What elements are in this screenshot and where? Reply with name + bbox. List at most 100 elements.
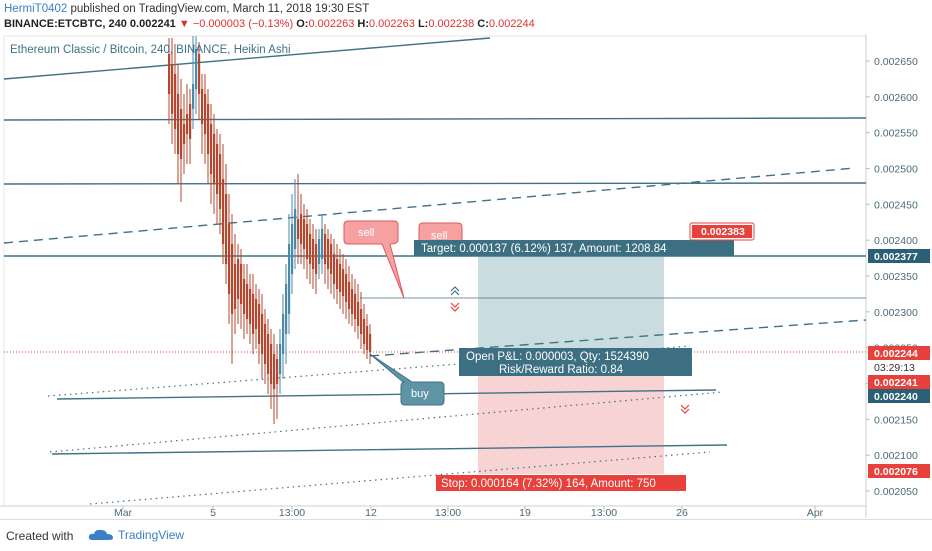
candle-body <box>318 239 321 264</box>
candle-body <box>198 54 201 94</box>
candle-body <box>171 64 174 114</box>
candle-body <box>321 229 324 259</box>
candle-body <box>342 269 345 296</box>
candle-body <box>183 124 186 144</box>
candle-body <box>363 319 366 344</box>
support-line-1[interactable] <box>56 389 717 400</box>
dotted-line-3[interactable] <box>89 451 711 505</box>
dashed-line-upper[interactable] <box>3 167 856 244</box>
symbol-label[interactable]: BINANCE:ETCBTC, 240 <box>4 18 127 30</box>
candle-body <box>309 234 312 264</box>
horizontal-level-2[interactable] <box>3 182 867 185</box>
sell-callout-2-label: sell <box>431 230 448 242</box>
target-label: Target: 0.000137 (6.12%) 137, Amount: 12… <box>421 243 667 255</box>
change-value: −0.000003 (−0.13%) <box>192 18 294 30</box>
price-axis[interactable]: 0.002650 0.002600 0.002550 0.002500 0.002450… <box>866 56 918 498</box>
horizontal-level-1[interactable] <box>3 117 867 121</box>
candle-body <box>285 284 288 334</box>
author-link[interactable]: HermiT0402 <box>4 3 68 15</box>
candles <box>168 36 372 424</box>
candle-body <box>174 74 177 129</box>
time-axis[interactable]: Mar 5 13:00 12 13:00 19 13:00 26 Apr <box>114 506 824 519</box>
chart-area[interactable]: sell sell buy Target: 0.000137 (6.12%) 1… <box>0 34 932 519</box>
dashed-channel <box>3 167 867 357</box>
buy-callout-label: buy <box>411 388 429 400</box>
candle-body <box>348 282 351 309</box>
price-axis-label-box <box>868 346 930 360</box>
candle-body <box>327 239 330 269</box>
candle-body <box>270 344 273 384</box>
candle-body <box>180 109 183 159</box>
candle-body <box>294 209 297 249</box>
candle-body <box>306 224 309 259</box>
chart-header: HermiT0402 published on TradingView.com,… <box>0 0 932 34</box>
candle-body <box>291 224 294 274</box>
chart-svg[interactable]: sell sell buy Target: 0.000137 (6.12%) 1… <box>0 34 932 519</box>
candle-body <box>282 314 285 354</box>
high-value: 0.002263 <box>369 18 415 30</box>
candle-body <box>252 294 255 334</box>
stop-label: Stop: 0.000164 (7.32%) 164, Amount: 750 <box>441 478 656 490</box>
buy-callout[interactable]: buy <box>369 353 445 406</box>
pnl-box <box>459 348 692 376</box>
time-tick-label: 5 <box>210 507 216 518</box>
target-price-label: 0.002383 <box>701 226 745 238</box>
time-tick-label: 19 <box>519 507 531 518</box>
price-axis-label-box <box>868 375 930 389</box>
candle-body <box>300 214 303 244</box>
candle-body <box>222 179 225 244</box>
price-axis-label: 0.002241 <box>874 377 918 389</box>
trendline-top[interactable] <box>3 37 491 80</box>
price-axis-label-box <box>868 389 930 403</box>
candle-body <box>186 114 189 134</box>
price-tick-label: 0.002100 <box>874 450 918 462</box>
footer: Created with TradingView <box>0 519 932 551</box>
time-tick-label: Mar <box>114 507 133 518</box>
close-value: 0.002244 <box>488 18 535 30</box>
time-tick-label: 12 <box>365 507 377 518</box>
support-line-2[interactable] <box>51 444 728 455</box>
time-tick-label: 13:00 <box>435 507 461 518</box>
time-tick-label: 13:00 <box>279 507 305 518</box>
dotted-line-2[interactable] <box>49 391 723 453</box>
price-tick-label: 0.002400 <box>874 235 918 247</box>
candle-body <box>219 154 222 209</box>
candle-body <box>333 254 336 284</box>
price-axis-label: 0.002244 <box>874 348 918 360</box>
sell-callout-1[interactable]: sell <box>343 220 405 299</box>
candle-body <box>225 194 228 264</box>
close-label: C: <box>477 18 489 30</box>
candle-body <box>276 359 279 384</box>
price-axis-label-box <box>868 360 930 374</box>
chevron-up-icon <box>450 286 460 296</box>
candle-body <box>273 354 276 389</box>
rr-label: Risk/Reward Ratio: 0.84 <box>499 364 624 376</box>
candle-body <box>261 314 264 354</box>
candle-body <box>324 234 327 264</box>
price-tick-label: 0.002450 <box>874 199 918 211</box>
chevron-down-icon <box>450 302 460 312</box>
plot-frame <box>3 35 867 507</box>
candle-body <box>249 289 252 324</box>
candle-body <box>237 259 240 299</box>
candle-body <box>192 84 195 109</box>
time-tick-label: 26 <box>676 507 688 518</box>
candle-body <box>315 244 318 274</box>
chevron-down-icon-2 <box>680 404 690 414</box>
tradingview-brand-link[interactable]: TradingView <box>118 528 185 542</box>
candle-body <box>288 244 291 314</box>
candle-body <box>168 54 171 94</box>
candle-body <box>360 309 363 334</box>
dashed-line-lower[interactable] <box>369 319 867 357</box>
price-tick-label: 0.002050 <box>874 486 918 498</box>
candle-body <box>195 49 198 89</box>
candle-body <box>240 264 243 304</box>
last-price: 0.002241 <box>129 18 176 30</box>
price-tick-label: 0.002300 <box>874 307 918 319</box>
candle-body <box>207 104 210 154</box>
price-tick-label: 0.002650 <box>874 56 918 68</box>
target-zone <box>478 255 664 353</box>
candle-body <box>231 244 234 314</box>
candle-body <box>204 94 207 134</box>
candle-body <box>357 302 360 326</box>
